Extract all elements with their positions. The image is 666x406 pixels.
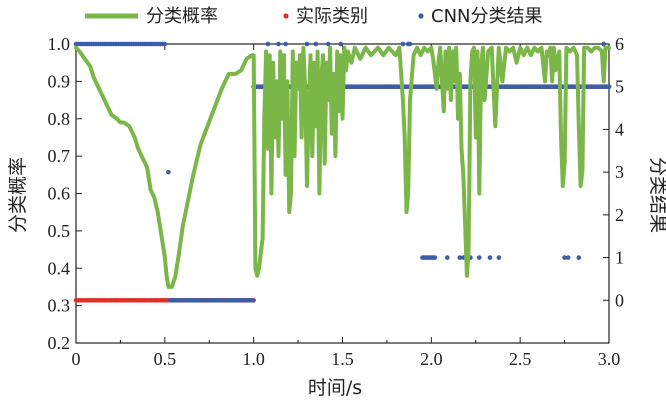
legend: 分类概率 实际类别 CNN分类结果 xyxy=(85,6,543,27)
x-tick-label: 2.5 xyxy=(509,349,532,369)
y-left-tick-label: 0.7 xyxy=(48,146,71,166)
y-left-tick-label: 0.6 xyxy=(48,184,71,204)
y-right-tick-label: 4 xyxy=(615,119,624,139)
cnn-result-point xyxy=(407,41,413,47)
y-right-tick-label: 0 xyxy=(615,290,624,310)
cnn-result-point xyxy=(250,297,255,303)
y-axis-left-title: 分类概率 xyxy=(7,157,29,233)
x-axis-title: 时间/s xyxy=(308,377,362,399)
y-left-tick-label: 0.4 xyxy=(48,258,71,278)
cnn-result-point xyxy=(432,255,438,260)
legend-label-probability: 分类概率 xyxy=(146,6,218,27)
cnn-result-point xyxy=(576,255,582,260)
cnn-result-point xyxy=(477,255,482,260)
cnn-result-point xyxy=(276,41,281,47)
cnn-result-point xyxy=(601,41,606,47)
y-right-tick-label: 1 xyxy=(615,248,624,268)
x-tick-label: 3.0 xyxy=(598,349,621,369)
cnn-result-point xyxy=(265,41,271,47)
cnn-result-point xyxy=(496,255,502,260)
y-left-tick-label: 0.8 xyxy=(48,109,71,129)
y-left-tick-label: 0.2 xyxy=(48,333,71,353)
cnn-result-point xyxy=(338,41,344,47)
cnn-result-point xyxy=(457,255,463,260)
cnn-result-point xyxy=(606,84,612,90)
y-right-tick-label: 6 xyxy=(615,34,624,54)
legend-swatch-actual xyxy=(283,13,289,19)
x-tick-label: 0 xyxy=(72,349,81,369)
legend-label-cnn: CNN分类结果 xyxy=(431,6,543,27)
cnn-result-point xyxy=(400,41,406,47)
legend-swatch-cnn xyxy=(418,13,424,19)
cnn-result-point xyxy=(325,41,331,47)
probability-line xyxy=(74,45,611,289)
cnn-result-point xyxy=(565,255,571,260)
axes: 0 0.5 1.0 1.5 2.0 2.5 3.0 0.2 0.3 0.4 0.5 0.6 0.7 0.8… xyxy=(48,34,625,369)
x-tick-label: 1.5 xyxy=(331,349,354,369)
y-axis-right-title: 分类结果 xyxy=(647,157,666,233)
y-right-tick-label: 3 xyxy=(615,162,624,182)
legend-label-actual: 实际类别 xyxy=(296,6,368,27)
cnn-result-point xyxy=(445,255,450,260)
x-tick-label: 0.5 xyxy=(154,349,177,369)
cnn-result-point xyxy=(162,41,168,47)
series-layer xyxy=(73,41,612,303)
x-tick-label: 2.0 xyxy=(420,349,443,369)
cnn-result-point xyxy=(313,41,319,47)
y-right-tick-label: 2 xyxy=(615,205,624,225)
cnn-result-point xyxy=(166,169,171,175)
cnn-result-point xyxy=(487,255,493,260)
y-left-tick-label: 0.3 xyxy=(48,296,71,316)
x-tick-label: 1.0 xyxy=(242,349,265,369)
y-left-tick-label: 0.9 xyxy=(48,71,71,91)
cnn-result-point xyxy=(562,255,567,260)
y-right-tick-label: 5 xyxy=(615,77,624,97)
cnn-result-point xyxy=(283,41,288,47)
y-left-tick-label: 0.5 xyxy=(48,221,71,241)
y-left-tick-label: 1.0 xyxy=(48,34,71,54)
cnn-result-point xyxy=(304,41,310,47)
